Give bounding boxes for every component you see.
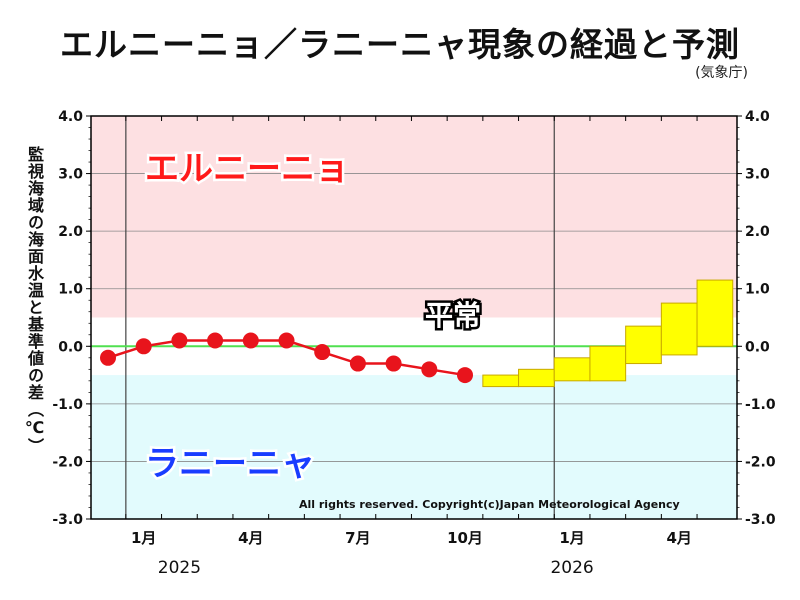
y-tick-label: 4.0	[58, 109, 83, 125]
y-tick-label: -3.0	[52, 512, 83, 528]
la-nina-zone	[91, 375, 737, 519]
observed-point	[421, 361, 438, 378]
forecast-series	[482, 279, 734, 388]
y-tick-labels-left: 4.0 3.0 2.0 1.0 0.0 -1.0 -2.0 -3.0	[52, 109, 83, 528]
y-axis-label: 監視海域の海面水温と基準値の差（℃）	[25, 146, 44, 455]
normal-label: 平常	[425, 299, 481, 332]
forecast-box	[589, 345, 627, 382]
x-tick-label: 1月	[131, 529, 156, 547]
y-tick-label: 1.0	[745, 282, 770, 298]
grid-lines	[86, 115, 742, 520]
y-tick-label: -2.0	[52, 454, 83, 470]
plot-frame	[90, 115, 738, 520]
year-labels: 2025 2026	[158, 558, 594, 578]
observed-point	[100, 349, 116, 366]
y-tick-label: 0.0	[745, 339, 770, 355]
forecast-box	[696, 279, 734, 347]
forecast-box	[482, 374, 520, 388]
y-tick-label: -1.0	[52, 397, 83, 413]
la-nina-label: ラニーニャ	[145, 444, 315, 484]
observed-point	[207, 332, 224, 349]
y-tick-label: 2.0	[745, 224, 770, 240]
observed-point	[385, 355, 402, 372]
observed-point	[278, 332, 295, 349]
y-tick-labels-right: 4.0 3.0 2.0 1.0 0.0 -1.0 -2.0 -3.0	[745, 109, 776, 528]
y-tick-label: -3.0	[745, 512, 776, 528]
el-nino-zone	[91, 116, 737, 318]
x-tick-labels: 1月 4月 7月 10月 1月 4月	[131, 529, 692, 547]
observed-point	[349, 355, 366, 372]
year-label: 2026	[550, 558, 593, 578]
region-zones	[91, 116, 737, 519]
observed-point	[314, 344, 331, 361]
el-nino-label: エルニーニョ	[145, 149, 349, 189]
forecast-box	[553, 357, 591, 382]
y-tick-label: 4.0	[745, 109, 770, 125]
y-tick-label: 3.0	[745, 167, 770, 183]
forecast-box	[625, 325, 662, 365]
copyright-text: All rights reserved. Copyright(c)Japan M…	[299, 498, 680, 511]
y-tick-label: -2.0	[745, 454, 776, 470]
y-tick-label: 0.0	[58, 339, 83, 355]
y-tick-label: 2.0	[58, 224, 83, 240]
chart-title: エルニーニョ／ラニーニャ現象の経過と予測	[60, 25, 740, 64]
observed-point	[242, 332, 259, 349]
observed-point	[171, 332, 188, 349]
x-tick-label: 4月	[238, 529, 263, 547]
forecast-box	[518, 368, 555, 388]
x-tick-label: 4月	[666, 529, 691, 547]
x-tick-label: 10月	[447, 529, 483, 547]
source-label: (気象庁)	[695, 65, 748, 81]
y-tick-label: 3.0	[58, 167, 83, 183]
observed-point	[457, 367, 473, 384]
x-tick-label: 7月	[345, 529, 370, 547]
observed-series	[100, 332, 473, 384]
observed-point	[135, 338, 152, 355]
y-tick-label: 1.0	[58, 282, 83, 298]
y-tick-label: -1.0	[745, 397, 776, 413]
year-label: 2025	[158, 558, 201, 578]
forecast-box	[660, 302, 698, 356]
x-tick-label: 1月	[559, 529, 584, 547]
